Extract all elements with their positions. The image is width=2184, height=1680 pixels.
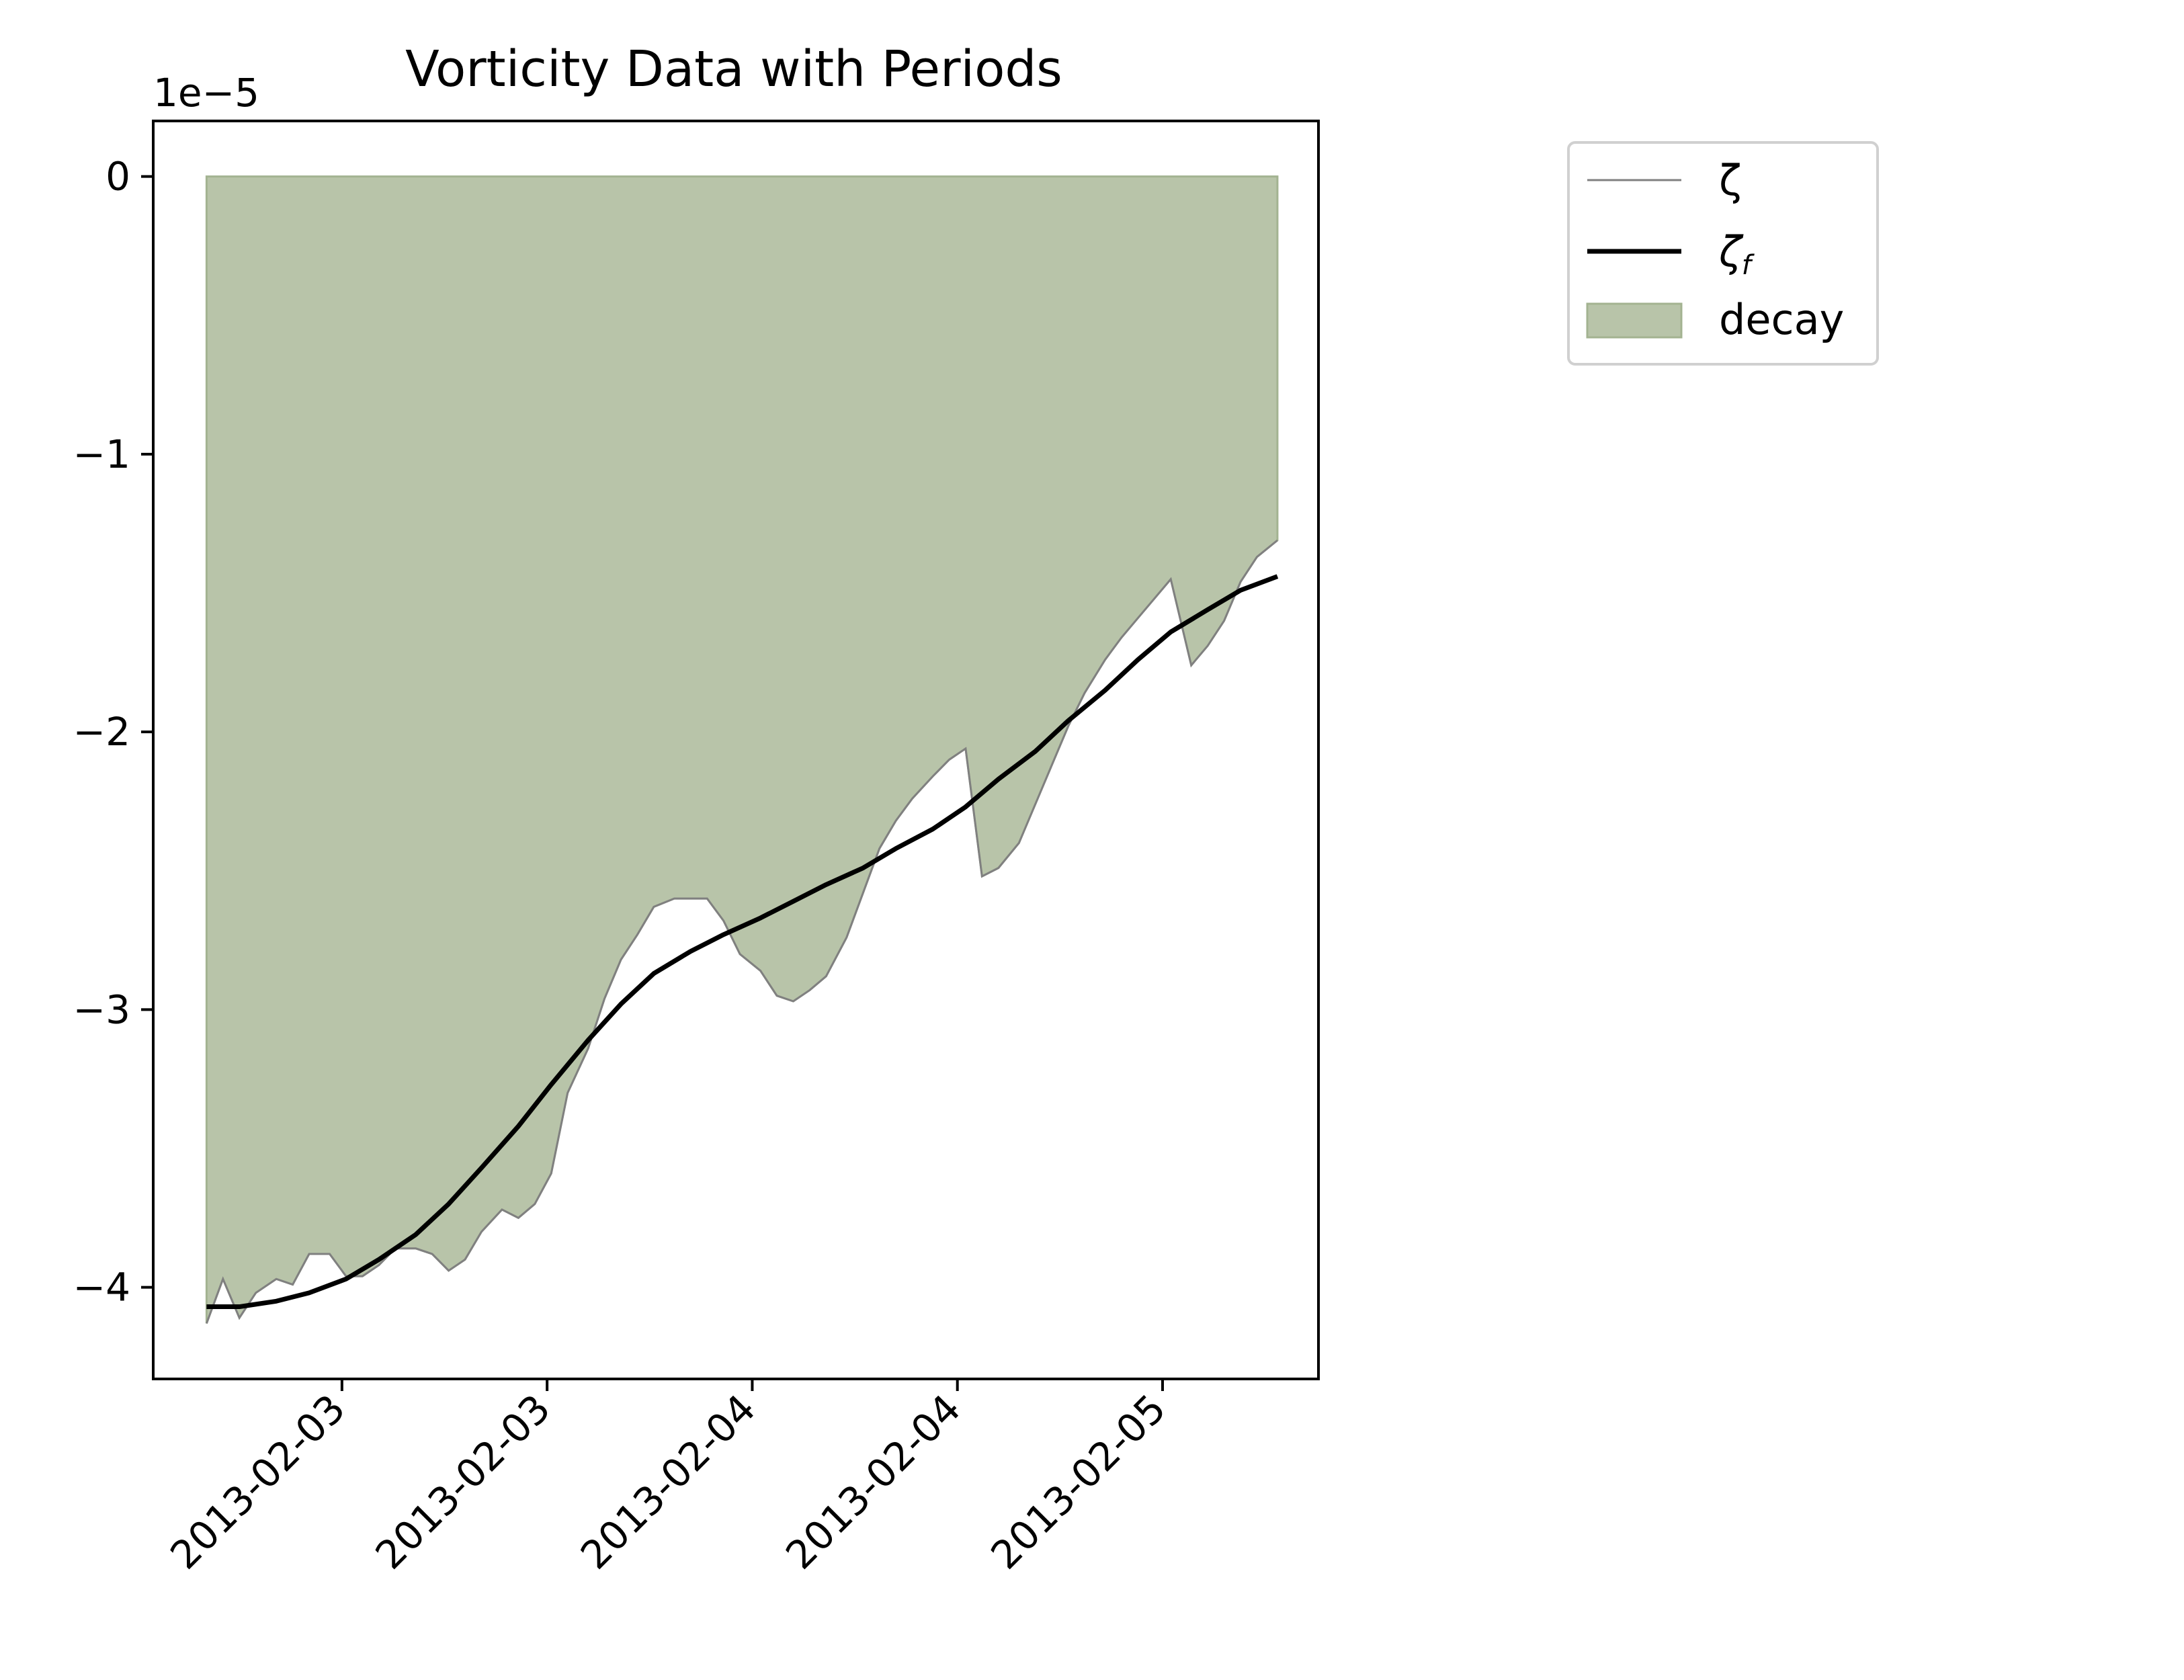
x-axis: 2013-02-03 2013-02-03 2013-02-04 2013-02-04… [161,1379,1175,1578]
axes-frame [152,120,1320,1380]
legend-decay-swatch [1586,302,1683,339]
y-tick-label: 0 [106,154,130,200]
y-tick-label: −1 [73,431,131,477]
x-tick-label: 2013-02-04 [777,1386,969,1578]
y-tick-label: −3 [73,986,131,1032]
decay-area [205,175,1279,1324]
chart-title: Vorticity Data with Periods [405,40,1062,98]
y-tick-label: −4 [73,1265,131,1310]
x-tick-label: 2013-02-04 [572,1386,764,1578]
x-tick-label: 2013-02-03 [161,1386,353,1578]
zeta-f-line [206,574,1279,1310]
legend: ζ ζf decay [1567,141,1879,366]
legend-zeta-label: ζ [1719,156,1742,205]
plot-area [205,175,1279,1324]
y-tick-label: −2 [73,709,131,755]
x-tick-label: 2013-02-03 [367,1386,559,1578]
legend-zeta-f-symbol: ζ [1718,227,1744,276]
y-scale-label: 1e−5 [153,70,259,116]
legend-decay-label: decay [1719,295,1844,344]
x-tick-label: 2013-02-05 [982,1386,1174,1578]
y-axis: 0 −1 −2 −3 −4 [73,154,153,1310]
